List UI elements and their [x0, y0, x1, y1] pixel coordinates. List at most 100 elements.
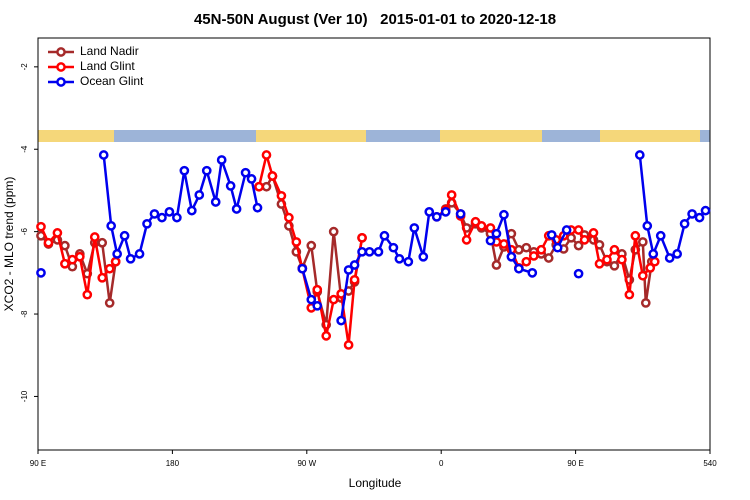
data-point — [52, 228, 63, 238]
data-point — [485, 235, 496, 246]
data-point — [642, 221, 653, 231]
data-point — [700, 205, 711, 216]
data-point — [357, 246, 367, 257]
data-point — [261, 181, 272, 192]
data-point — [491, 260, 502, 270]
data-point — [67, 254, 78, 265]
data-point — [254, 181, 264, 192]
data-point — [112, 249, 122, 259]
data-point — [97, 237, 108, 248]
data-point — [343, 265, 354, 275]
data-point — [312, 284, 323, 295]
data-point — [679, 218, 690, 229]
data-point — [328, 294, 339, 305]
data-point — [418, 251, 429, 262]
data-point — [409, 223, 420, 233]
data-point — [306, 294, 317, 305]
data-point — [637, 237, 648, 247]
y-axis-label: XCO2 - MLO trend (ppm) — [2, 177, 16, 312]
data-point — [297, 263, 308, 274]
data-point — [609, 244, 620, 255]
data-point — [645, 263, 656, 273]
data-point — [431, 211, 442, 222]
data-point — [440, 207, 451, 217]
data-point — [172, 212, 182, 223]
data-point — [186, 205, 197, 216]
data-point — [328, 226, 339, 237]
data-point — [634, 150, 645, 160]
data-point — [373, 246, 384, 257]
data-point — [546, 230, 557, 240]
data-point — [216, 155, 227, 165]
data-point — [157, 212, 167, 223]
chart-title: 45N-50N August (Ver 10) 2015-01-01 to 20… — [194, 11, 556, 28]
data-point — [119, 230, 130, 241]
data-point — [291, 237, 302, 247]
data-point — [104, 263, 115, 274]
data-point — [36, 267, 46, 278]
legend-label: Ocean Glint — [80, 74, 144, 88]
data-point — [343, 340, 354, 350]
series-line — [102, 154, 707, 321]
data-point — [514, 244, 524, 255]
x-tick-label: 90 W — [297, 459, 316, 468]
data-point — [491, 228, 502, 239]
data-point — [424, 207, 435, 217]
data-point — [106, 221, 117, 231]
data-point — [687, 209, 697, 219]
y-tick-label: -6 — [20, 228, 29, 236]
data-point — [609, 260, 620, 271]
data-point — [364, 246, 375, 257]
data-point — [306, 240, 317, 251]
data-point — [246, 174, 257, 184]
data-point — [461, 235, 472, 245]
legend-marker — [56, 77, 66, 87]
plot-frame — [37, 37, 711, 451]
legend-label: Land Nadir — [80, 44, 139, 58]
data-point — [446, 190, 457, 200]
data-point — [521, 256, 532, 267]
data-point — [573, 225, 584, 235]
data-point — [543, 253, 554, 263]
data-point — [240, 167, 251, 178]
data-point — [617, 254, 627, 265]
data-point — [60, 258, 70, 269]
data-point — [142, 218, 152, 229]
data-point — [476, 221, 487, 231]
data-point — [98, 150, 109, 160]
data-point — [134, 249, 145, 259]
data-point — [36, 221, 46, 232]
data-point — [104, 298, 115, 308]
data-point — [573, 240, 584, 251]
data-point — [225, 181, 236, 191]
data-point — [561, 225, 572, 235]
data-point — [648, 249, 659, 259]
data-point — [649, 256, 660, 267]
data-point — [594, 258, 605, 269]
data-point — [379, 230, 390, 241]
data-point — [110, 256, 121, 267]
data-point — [637, 270, 648, 281]
data-point — [630, 230, 641, 241]
data-point — [521, 242, 532, 253]
data-point — [506, 251, 517, 262]
data-point — [573, 268, 584, 279]
data-point — [252, 202, 263, 213]
data-point — [89, 232, 100, 242]
data-point — [403, 256, 414, 267]
x-tick-label: 0 — [439, 459, 444, 468]
map-strip — [38, 130, 710, 142]
data-point — [349, 274, 360, 285]
data-point — [579, 235, 590, 245]
data-point — [210, 197, 221, 207]
data-point — [394, 253, 405, 264]
data-point — [536, 244, 547, 255]
data-point — [74, 251, 85, 262]
data-point — [336, 315, 346, 326]
legend-marker — [56, 47, 66, 57]
legend-label: Land Glint — [80, 59, 135, 73]
data-point — [312, 300, 323, 311]
data-point — [527, 267, 538, 278]
x-axis-label: Longitude — [349, 476, 402, 490]
